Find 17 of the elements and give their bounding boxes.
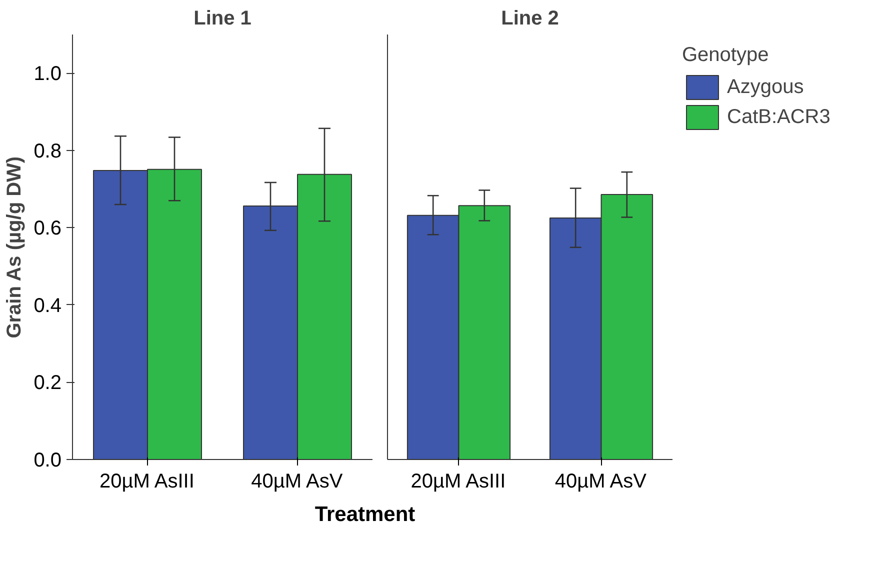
y-tick-label: 0.2 [34, 372, 62, 394]
y-tick-label: 0.4 [34, 294, 62, 317]
legend-label: Azygous [727, 76, 804, 98]
chart-title: Line 2 [501, 8, 559, 30]
x-tick-label: 20µM AsIII [410, 470, 506, 492]
y-tick-label: 1.0 [34, 63, 62, 86]
legend-title: Genotype [682, 44, 770, 67]
y-axis-title: Grain As (µg/g DW) [4, 156, 26, 338]
x-tick-label: 20µM AsIII [100, 470, 194, 492]
y-tick-label: 0.6 [34, 218, 62, 240]
legend-label: CatB:ACR3 [727, 106, 830, 128]
y-tick-label: 0.0 [34, 450, 62, 472]
chart-title: Line 1 [194, 8, 252, 30]
x-axis-title: Treatment [314, 502, 416, 528]
y-tick-label: 0.8 [34, 140, 62, 162]
x-tick-label: 40µM AsV [554, 470, 648, 492]
x-tick-label: 40µM AsV [251, 470, 344, 492]
